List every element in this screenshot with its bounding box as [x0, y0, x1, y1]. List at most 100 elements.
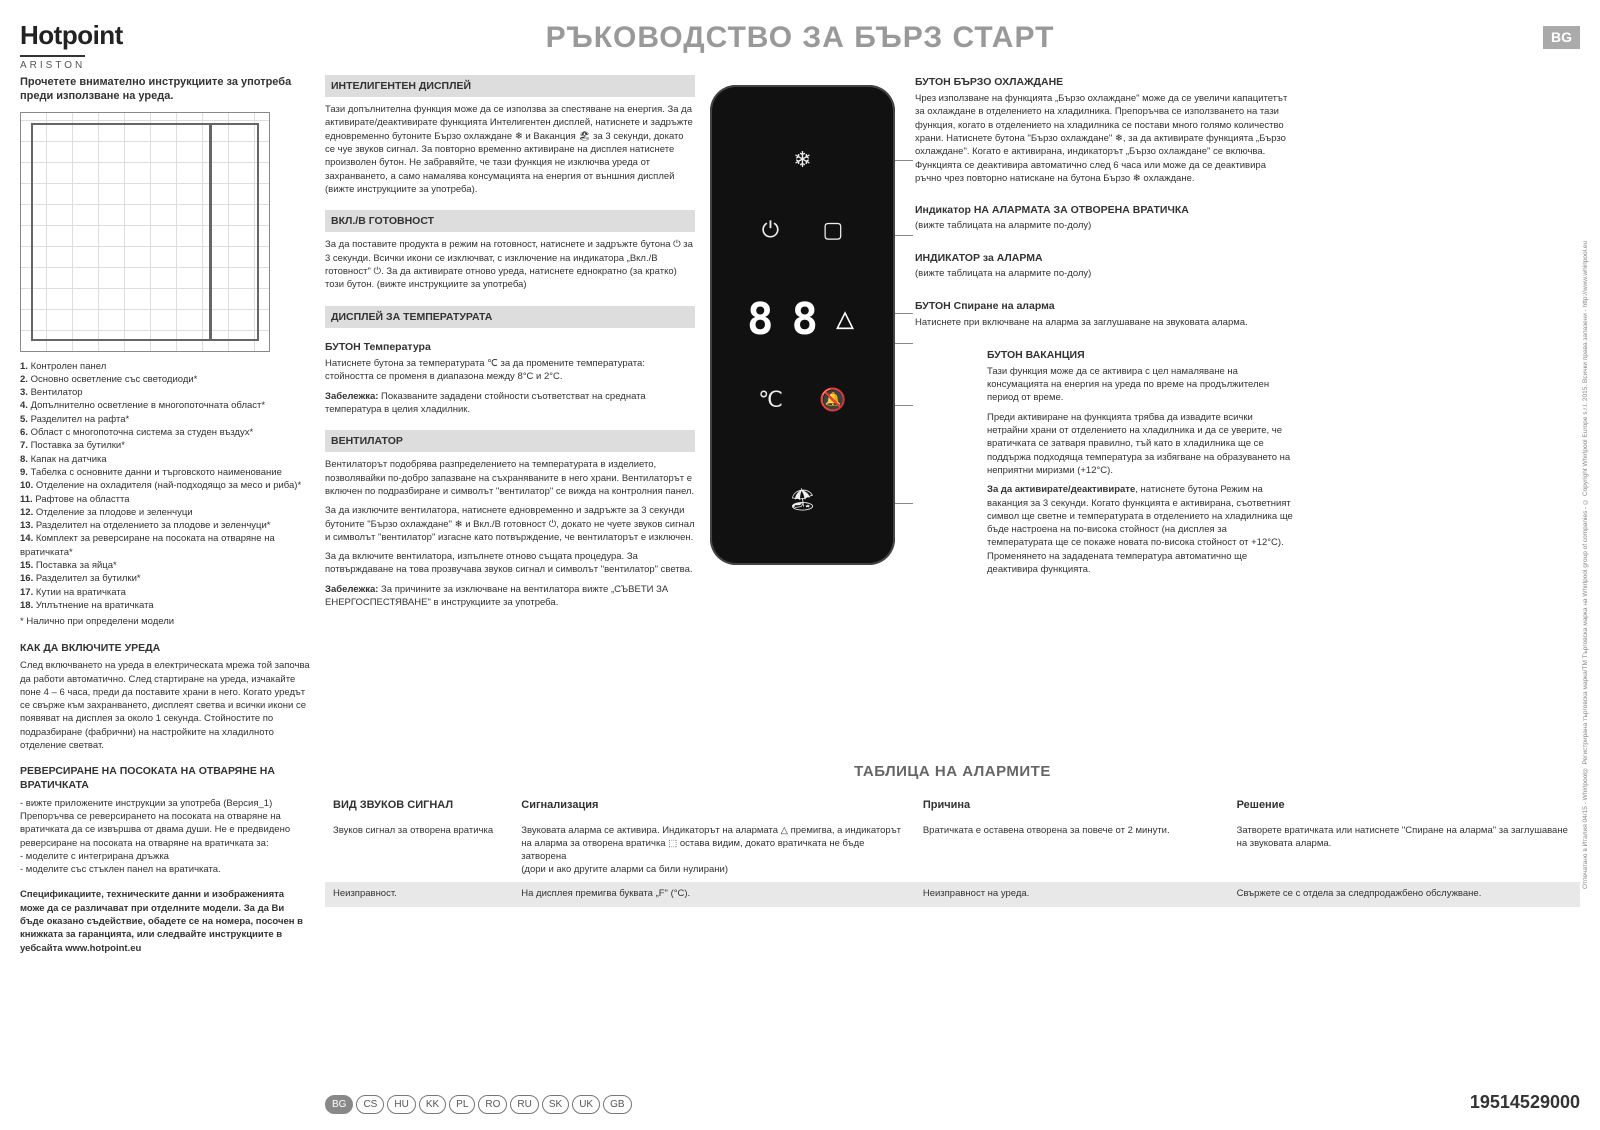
- legend-item: 11. Рафтове на областта: [20, 493, 310, 506]
- table-header-row: ВИД ЗВУКОВ СИГНАЛ Сигнализация Причина Р…: [325, 792, 1580, 819]
- alarm-indicator-heading: ИНДИКАТОР за АЛАРМА: [915, 251, 1295, 265]
- mute-alarm-icon: 🔕: [819, 385, 846, 415]
- part-number: 19514529000: [1470, 1090, 1580, 1114]
- legend-item: 16. Разделител за бутилки*: [20, 572, 310, 585]
- legend-item: 9. Табелка с основните данни и търговско…: [20, 466, 310, 479]
- brand-logo: Hotpoint ARISTON: [20, 18, 123, 73]
- legend-item: 14. Комплект за реверсиране на посоката …: [20, 532, 310, 559]
- door-icon: ▢: [822, 215, 843, 245]
- celsius-icon: ℃: [758, 385, 783, 415]
- col-signal-type: ВИД ЗВУКОВ СИГНАЛ: [325, 792, 513, 819]
- language-badge: BG: [1543, 26, 1580, 49]
- language-pill: RU: [510, 1095, 538, 1115]
- section-door-reverse-body: - вижте приложените инструкции за употре…: [20, 797, 310, 877]
- vacation-body-3: За да активирате/деактивирате, натиснете…: [987, 483, 1295, 576]
- section-door-reverse-title: РЕВЕРСИРАНЕ НА ПОСОКАТА НА ОТВАРЯНЕ НА В…: [20, 764, 310, 792]
- vacation-activate-label: За да активирате/деактивирате: [987, 484, 1135, 495]
- legend-item: 7. Поставка за бутилки*: [20, 439, 310, 452]
- vertical-credits: Отпечатано в Италия 04/15 - Whirlpool® Р…: [1582, 90, 1594, 1040]
- stop-alarm-heading: БУТОН Спиране на аларма: [915, 299, 1295, 313]
- panel-row-power-door: ⏻▢: [710, 215, 895, 245]
- section-poweron-body: След включването на уреда в електрическа…: [20, 659, 310, 752]
- temp-note: Забележка: Показваните зададени стойност…: [325, 390, 695, 417]
- legend-item: 2. Основно осветление със светодиоди*: [20, 373, 310, 386]
- table-cell: Неизправност на уреда.: [915, 882, 1229, 907]
- language-pills: BGCSHUKKPLRORUSKUKGB: [325, 1095, 635, 1115]
- logo-sub: ARISTON: [20, 55, 85, 73]
- table-cell: Звуков сигнал за отворена вратичка: [325, 819, 513, 882]
- fan-heading: ВЕНТИЛАТОР: [325, 430, 695, 452]
- legend-item: 4. Допълнително осветление в многопоточн…: [20, 399, 310, 412]
- fastcool-button-body: Чрез използване на функцията „Бързо охла…: [915, 92, 1295, 185]
- legend-item: 12. Отделение за плодове и зеленчуци: [20, 506, 310, 519]
- vacation-button-heading: БУТОН ВАКАНЦИЯ: [987, 348, 1295, 362]
- fastcool-icon: ❄: [793, 145, 811, 175]
- vacation-activate-text: , натиснете бутона Режим на ваканция за …: [987, 484, 1293, 575]
- legend-item: 17. Кутии на вратичката: [20, 586, 310, 599]
- digit-8: 8: [747, 290, 778, 349]
- door-alarm-indicator-heading: Индикатор НА АЛАРМАТА ЗА ОТВОРЕНА ВРАТИЧ…: [915, 203, 1295, 217]
- standby-body: За да поставите продукта в режим на гото…: [325, 238, 695, 291]
- legend-item: 15. Поставка за яйца*: [20, 559, 310, 572]
- legend-note: * Налично при определени модели: [20, 616, 310, 629]
- col-cause: Причина: [915, 792, 1229, 819]
- warning-icon: △: [836, 299, 858, 340]
- vacation-icon: 🏖: [789, 487, 817, 512]
- legend-item: 13. Разделител на отделението за плодове…: [20, 519, 310, 532]
- language-pill: PL: [449, 1095, 475, 1115]
- table-row: Звуков сигнал за отворена вратичкаЗвуков…: [325, 819, 1580, 882]
- language-pill: CS: [356, 1095, 384, 1115]
- page-title: РЪКОВОДСТВО ЗА БЪРЗ СТАРТ: [0, 18, 1600, 59]
- table-cell: Свържете се с отдела за следпродажбено о…: [1229, 882, 1580, 907]
- standby-heading: ВКЛ./В ГОТОВНОСТ: [325, 210, 695, 232]
- table-cell: Затворете вратичката или натиснете "Спир…: [1229, 819, 1580, 882]
- legend-item: 18. Уплътнение на вратичката: [20, 599, 310, 612]
- language-pill: UK: [572, 1095, 600, 1115]
- table-cell: Неизправност.: [325, 882, 513, 907]
- temp-button-body: Натиснете бутона за температурата ℃ за д…: [325, 357, 695, 384]
- stop-alarm-body: Натиснете при включване на аларма за заг…: [915, 316, 1295, 329]
- fastcool-button-heading: БУТОН БЪРЗО ОХЛАЖДАНЕ: [915, 75, 1295, 89]
- appliance-diagram: [20, 112, 270, 352]
- digit-8: 8: [791, 290, 822, 349]
- legend-item: 6. Област с многопоточна система за студ…: [20, 426, 310, 439]
- table-row: Неизправност.На дисплея премигва буквата…: [325, 882, 1580, 907]
- legend-item: 3. Вентилатор: [20, 386, 310, 399]
- fan-body-2: За да изключите вентилатора, натиснете е…: [325, 504, 695, 544]
- fan-note: Забележка: За причините за изключване на…: [325, 583, 695, 610]
- alarm-table-section: ТАБЛИЦА НА АЛАРМИТЕ ВИД ЗВУКОВ СИГНАЛ Си…: [325, 762, 1580, 907]
- control-panel-illustration: ❄ ⏻▢ 88△ ℃🔕 🏖: [710, 85, 900, 565]
- smart-display-body: Тази допълнителна функция може да се изп…: [325, 103, 695, 196]
- vacation-body-2: Преди активиране на функцията трябва да …: [987, 411, 1295, 477]
- smart-display-heading: ИНТЕЛИГЕНТЕН ДИСПЛЕЙ: [325, 75, 695, 97]
- table-cell: На дисплея премигва буквата „F" (°C).: [513, 882, 915, 907]
- language-pill: RO: [478, 1095, 507, 1115]
- door-alarm-indicator-body: (вижте таблицата на алармите по-долу): [915, 220, 1295, 233]
- panel-row-fastcool: ❄: [710, 145, 895, 175]
- panel-row-temp-alarm: ℃🔕: [710, 385, 895, 415]
- header: Hotpoint ARISTON РЪКОВОДСТВО ЗА БЪРЗ СТА…: [0, 18, 1600, 68]
- legend-item: 8. Капак на датчика: [20, 453, 310, 466]
- panel-temp-display: 88 △: [710, 290, 895, 349]
- temp-display-heading: ДИСПЛЕЙ ЗА ТЕМПЕРАТУРАТА: [325, 306, 695, 328]
- temp-button-subhead: БУТОН Температура: [325, 340, 695, 354]
- language-pill: BG: [325, 1095, 353, 1115]
- intro-text: Прочетете внимателно инструкциите за упо…: [20, 75, 310, 104]
- note-label: Забележка:: [325, 584, 378, 595]
- legend-item: 1. Контролен панел: [20, 360, 310, 373]
- middle-column: ИНТЕЛИГЕНТЕН ДИСПЛЕЙ Тази допълнителна ф…: [325, 75, 695, 609]
- col-solution: Решение: [1229, 792, 1580, 819]
- table-cell: Вратичката е оставена отворена за повече…: [915, 819, 1229, 882]
- spec-disclaimer: Спецификациите, техническите данни и изо…: [20, 888, 310, 954]
- note-label: Забележка:: [325, 391, 378, 402]
- col-signaling: Сигнализация: [513, 792, 915, 819]
- fan-body-1: Вентилаторът подобрява разпределението н…: [325, 458, 695, 498]
- legend-item: 5. Разделител на рафта*: [20, 413, 310, 426]
- parts-legend: 1. Контролен панел2. Основно осветление …: [20, 360, 310, 613]
- alarm-indicator-body: (вижте таблицата на алармите по-долу): [915, 268, 1295, 281]
- left-column: Прочетете внимателно инструкциите за упо…: [20, 75, 310, 955]
- footer: BGCSHUKKPLRORUSKUKGB 19514529000: [325, 1090, 1580, 1114]
- legend-item: 10. Отделение на охладителя (най-подходя…: [20, 479, 310, 492]
- table-cell: Звуковата аларма се активира. Индикаторъ…: [513, 819, 915, 882]
- panel-row-vacation: 🏖: [710, 485, 895, 515]
